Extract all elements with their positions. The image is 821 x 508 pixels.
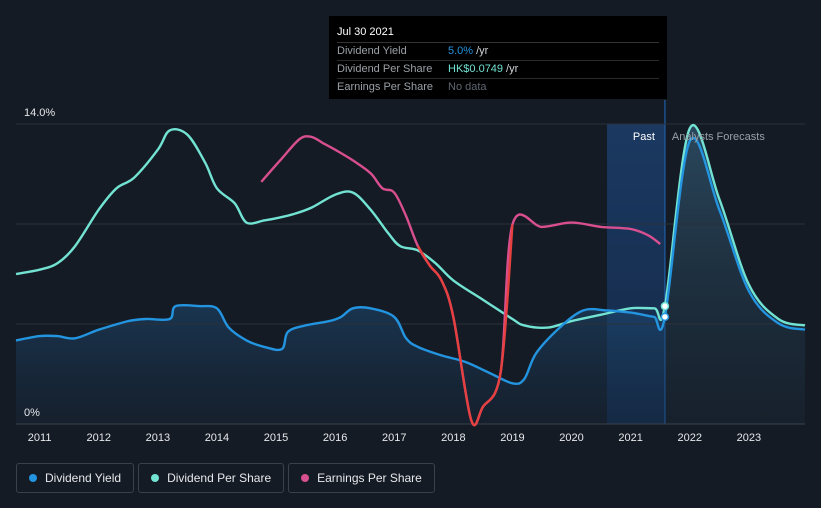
forecast-area [664,125,805,424]
dividend-yield-line [15,136,806,385]
chart-canvas: 14.0% 0% Past Analysts Forecasts 2011 2012 201… [15,100,806,444]
tooltip-label: Dividend Per Share [337,63,433,75]
dividend-per-share-marker [660,301,670,311]
past-label: Past [633,131,655,143]
legend-earnings-per-share[interactable]: Earnings Per Share [288,463,435,493]
x-tick-label: 2017 [382,432,406,444]
legend-dividend-yield[interactable]: Dividend Yield [16,463,135,493]
x-tick-label: 2020 [559,432,583,444]
y-axis-top-label: 14.0% [24,107,55,119]
legend-label: Earnings Per Share [317,471,422,485]
x-tick-label: 2016 [323,432,347,444]
legend-dot-icon [151,474,160,482]
x-tick-label: 2023 [737,432,761,444]
legend-label: Dividend Yield [45,471,122,485]
legend-dot-icon [301,474,310,482]
dividend-per-share-line [15,124,806,329]
x-tick-label: 2011 [28,432,52,444]
dividend-yield-area [16,305,665,424]
x-tick-label: 2012 [86,432,110,444]
dividend-yield-marker [660,312,670,322]
earnings-per-share-dip-line [416,224,514,427]
y-axis-bottom-label: 0% [24,407,40,419]
tooltip-value: 5.0% [448,45,474,57]
tooltip: Jul 30 2021 Dividend Yield 5.0% /yr Divi… [329,16,667,99]
x-tick-label: 2019 [500,432,524,444]
x-tick-label: 2015 [264,432,288,444]
x-tick-label: 2022 [678,432,702,444]
legend-label: Dividend Per Share [167,471,272,485]
x-tick-label: 2021 [618,432,642,444]
tooltip-label: Dividend Yield [337,45,407,57]
tooltip-label: Earnings Per Share [337,81,433,93]
legend-dividend-per-share[interactable]: Dividend Per Share [138,463,285,493]
tooltip-row-dividend-per-share: Dividend Per Share HK$0.0749 /yr [337,61,659,79]
x-tick-label: 2013 [146,432,170,444]
tooltip-unit: /yr [476,45,489,57]
tooltip-value: HK$0.0749 [448,63,504,75]
tooltip-value: No data [448,81,487,93]
legend-dot-icon [29,474,37,482]
x-tick-label: 2014 [205,432,229,444]
tooltip-row-earnings-per-share: Earnings Per Share No data [337,79,659,96]
tooltip-row-dividend-yield: Dividend Yield 5.0% /yr [337,43,659,61]
x-tick-label: 2018 [441,432,465,444]
forecast-label: Analysts Forecasts [672,131,765,143]
tooltip-unit: /yr [506,63,519,75]
legend: Dividend Yield Dividend Per Share Earnin… [16,463,435,493]
tooltip-date: Jul 30 2021 [337,24,659,43]
